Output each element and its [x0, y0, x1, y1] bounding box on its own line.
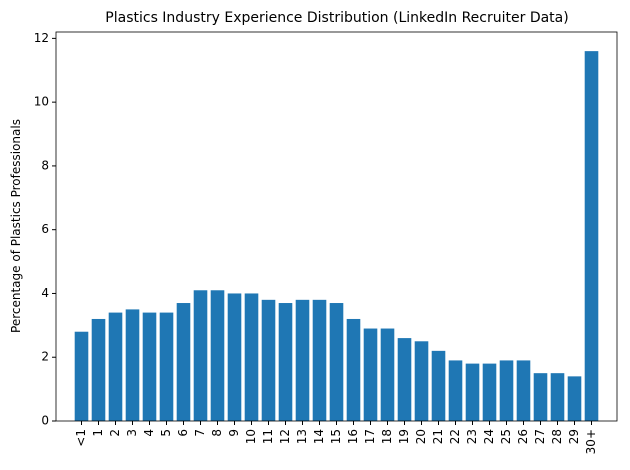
- y-tick-label: 2: [41, 350, 49, 364]
- x-tick-label: 5: [159, 429, 173, 437]
- x-tick-label: 26: [516, 429, 530, 444]
- bar: [567, 376, 582, 421]
- bar: [227, 293, 242, 421]
- bar: [414, 341, 429, 421]
- x-tick-label: 30+: [584, 429, 598, 454]
- x-tick-label: 4: [142, 429, 156, 437]
- x-tick-label: <1: [74, 429, 88, 447]
- x-tick-label: 28: [550, 429, 564, 444]
- y-tick-label: 12: [34, 31, 49, 45]
- bar: [584, 51, 599, 421]
- x-tick-label: 20: [414, 429, 428, 444]
- bar: [380, 328, 395, 421]
- x-tick-label: 9: [227, 429, 241, 437]
- x-tick-label: 21: [431, 429, 445, 444]
- bar: [74, 331, 89, 421]
- x-tick-label: 2: [108, 429, 122, 437]
- y-tick-label: 8: [41, 158, 49, 172]
- y-tick-label: 4: [41, 286, 49, 300]
- x-tick-label: 17: [363, 429, 377, 444]
- x-tick-label: 13: [295, 429, 309, 444]
- y-axis-label: Percentage of Plastics Professionals: [9, 119, 23, 333]
- bar: [397, 338, 412, 421]
- bar: [176, 303, 191, 421]
- bar: [261, 299, 276, 421]
- x-tick-label: 27: [533, 429, 547, 444]
- x-tick-label: 6: [176, 429, 190, 437]
- y-tick-label: 10: [34, 95, 49, 109]
- bar: [210, 290, 225, 421]
- x-tick-label: 16: [346, 429, 360, 444]
- bar: [295, 299, 310, 421]
- x-tick-label: 8: [210, 429, 224, 437]
- x-tick-label: 18: [380, 429, 394, 444]
- x-tick-label: 10: [244, 429, 258, 444]
- x-tick-label: 14: [312, 429, 326, 444]
- bar: [431, 350, 446, 421]
- y-tick-label: 6: [41, 222, 49, 236]
- x-tick-label: 24: [482, 429, 496, 444]
- bar: [346, 318, 361, 421]
- bar: [193, 290, 208, 421]
- chart-title: Plastics Industry Experience Distributio…: [105, 10, 568, 26]
- x-tick-label: 12: [278, 429, 292, 444]
- bar: [465, 363, 480, 421]
- bar: [278, 303, 293, 421]
- y-tick-label: 0: [41, 414, 49, 428]
- bar: [108, 312, 123, 421]
- bar: [244, 293, 259, 421]
- x-tick-label: 29: [567, 429, 581, 444]
- bar: [329, 303, 344, 421]
- bar: [125, 309, 140, 421]
- x-tick-label: 22: [448, 429, 462, 444]
- bar: [91, 318, 106, 421]
- x-tick-label: 23: [465, 429, 479, 444]
- x-tick-label: 7: [193, 429, 207, 437]
- x-tick-label: 1: [91, 429, 105, 437]
- bar: [159, 312, 174, 421]
- bar: [516, 360, 531, 421]
- x-tick-label: 15: [329, 429, 343, 444]
- bar: [550, 373, 565, 421]
- bar: [312, 299, 327, 421]
- bar: [482, 363, 497, 421]
- bar: [142, 312, 157, 421]
- x-tick-label: 19: [397, 429, 411, 444]
- x-tick-label: 3: [125, 429, 139, 437]
- bar: [363, 328, 378, 421]
- x-tick-label: 11: [261, 429, 275, 444]
- bar: [499, 360, 514, 421]
- x-tick-label: 25: [499, 429, 513, 444]
- bar: [533, 373, 548, 421]
- bar: [448, 360, 463, 421]
- plot-frame: [55, 31, 618, 422]
